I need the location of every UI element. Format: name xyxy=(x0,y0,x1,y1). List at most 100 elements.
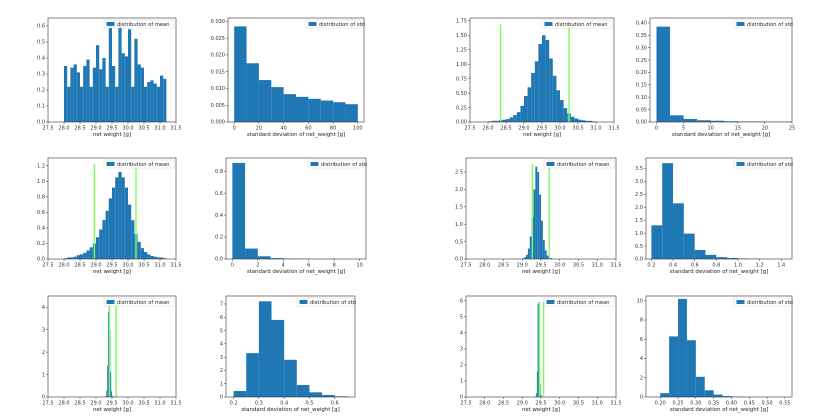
histogram-bar xyxy=(537,304,539,397)
y-tick-label: 6 xyxy=(640,337,643,343)
axes-frame xyxy=(47,295,177,398)
legend-label: distribution of std xyxy=(321,162,367,168)
y-tick-label: 0.6 xyxy=(215,191,223,197)
x-tick-label: 27.5 xyxy=(42,401,53,407)
histogram-bar xyxy=(73,64,77,122)
histogram-bar xyxy=(540,394,542,397)
x-tick-label: 2 xyxy=(256,263,259,269)
histogram-bar xyxy=(89,247,93,259)
histogram-bar xyxy=(118,24,122,122)
histogram-bar xyxy=(105,210,109,259)
y-tick-label: 0.50 xyxy=(456,91,467,97)
histogram-bar xyxy=(491,120,496,122)
x-axis-label: net weight [g] xyxy=(522,269,560,275)
histogram-bar xyxy=(115,86,119,122)
y-tick-label: 3.0 xyxy=(635,179,643,185)
y-tick-label: 4 xyxy=(460,331,463,337)
histogram-bar xyxy=(520,105,524,122)
histogram-bar xyxy=(545,39,550,122)
histogram-bar xyxy=(153,256,157,259)
x-tick-label: 30.0 xyxy=(122,401,133,407)
x-tick-label: 29.5 xyxy=(106,126,117,132)
histogram-panel-9: 27.5 28.0 28.5 29.0 29.5 30.0 30.5 31.0 31.5 0 1 2 3… xyxy=(42,295,182,413)
y-tick-label: 10 xyxy=(637,299,643,305)
histogram-bar xyxy=(705,254,717,259)
y-tick-label: 0.4 xyxy=(215,213,223,219)
y-tick-label: 7 xyxy=(220,302,223,308)
y-tick-label: 6 xyxy=(220,315,223,321)
y-tick-label: 0.005 xyxy=(211,103,225,109)
x-axis-label: net weight [g] xyxy=(93,407,131,413)
x-tick-label: 29.5 xyxy=(106,401,117,407)
histogram-bar xyxy=(156,257,160,259)
y-tick-label: 0.25 xyxy=(636,58,647,64)
x-tick-label: 60 xyxy=(305,126,311,132)
x-tick-label: 0.35 xyxy=(708,401,719,407)
x-axis-label: net weight [g] xyxy=(93,132,131,138)
y-tick-label: 4 xyxy=(640,356,643,362)
x-tick-label: 0.40 xyxy=(726,401,737,407)
histogram-bar xyxy=(283,94,296,122)
y-tick-label: 2.5 xyxy=(635,192,643,198)
x-tick-label: 0.2 xyxy=(230,401,238,407)
histogram-bar xyxy=(588,120,593,122)
y-tick-label: 1.0 xyxy=(37,179,45,185)
x-tick-label: 28.0 xyxy=(482,126,493,132)
y-tick-label: 0.5 xyxy=(455,239,463,245)
y-tick-label: 1.25 xyxy=(456,47,467,53)
histogram-panel-4: 0 5 10 15 20 25 0.00 0.05 0.10 0.15 0.20 0.25 0.30 0.… xyxy=(636,17,795,138)
histogram-bar xyxy=(153,83,157,122)
histogram-bar xyxy=(258,301,272,397)
y-tick-label: 0 xyxy=(640,395,643,401)
histogram-bar xyxy=(83,66,87,122)
x-tick-label: 5 xyxy=(682,126,685,132)
histogram-bar xyxy=(160,75,164,122)
y-tick-label: 3 xyxy=(460,347,463,353)
histogram-bar xyxy=(563,108,568,122)
legend-box xyxy=(543,297,615,307)
y-tick-label: 2 xyxy=(42,350,45,356)
x-tick-label: 30.5 xyxy=(573,401,584,407)
histogram-bar xyxy=(89,86,93,122)
histogram-bar xyxy=(107,365,108,397)
x-tick-label: 80 xyxy=(330,126,336,132)
x-tick-label: 29.5 xyxy=(535,263,546,269)
histogram-bar xyxy=(163,258,167,259)
x-tick-label: 0 xyxy=(233,126,236,132)
histogram-bar xyxy=(110,372,112,397)
axes-frame xyxy=(649,17,793,123)
y-tick-label: 1 xyxy=(460,379,463,385)
x-tick-label: 29.5 xyxy=(106,263,117,269)
y-tick-label: 0.8 xyxy=(37,195,45,201)
x-tick-label: 4 xyxy=(282,263,285,269)
histogram-bar xyxy=(121,53,125,123)
x-tick-label: 28.5 xyxy=(498,263,509,269)
histogram-bar xyxy=(70,257,74,259)
legend-box xyxy=(543,159,615,169)
x-tick-label: 1.2 xyxy=(756,263,764,269)
x-tick-label: 10 xyxy=(356,263,362,269)
y-tick-label: 0.10 xyxy=(636,95,647,101)
y-tick-label: 0.75 xyxy=(456,76,467,82)
x-tick-label: 29.0 xyxy=(90,401,101,407)
histogram-bar xyxy=(516,112,521,122)
x-tick-label: 1.4 xyxy=(777,263,785,269)
x-tick-label: 100 xyxy=(353,126,363,132)
x-tick-label: 31.0 xyxy=(154,401,165,407)
histogram-bar xyxy=(147,254,151,259)
x-tick-label: 0.6 xyxy=(691,263,699,269)
y-tick-label: 0.015 xyxy=(211,69,225,75)
x-tick-label: 0.4 xyxy=(669,263,677,269)
x-axis-label: net weight [g] xyxy=(93,269,131,275)
histogram-bar xyxy=(115,177,119,259)
histogram-bar xyxy=(233,391,247,397)
axes-frame xyxy=(225,157,367,260)
x-axis-label: standard deviation of net_weight [g] xyxy=(672,132,770,138)
y-tick-label: 0.5 xyxy=(635,244,643,250)
histogram-bar xyxy=(73,256,77,259)
legend-label: distribution of std xyxy=(747,22,793,28)
histogram-bar xyxy=(542,239,545,259)
legend-label: distribution of mean xyxy=(117,162,170,168)
y-tick-label: 0.000 xyxy=(211,120,225,126)
x-axis-label: standard deviation of net_weight [g] xyxy=(247,132,345,138)
